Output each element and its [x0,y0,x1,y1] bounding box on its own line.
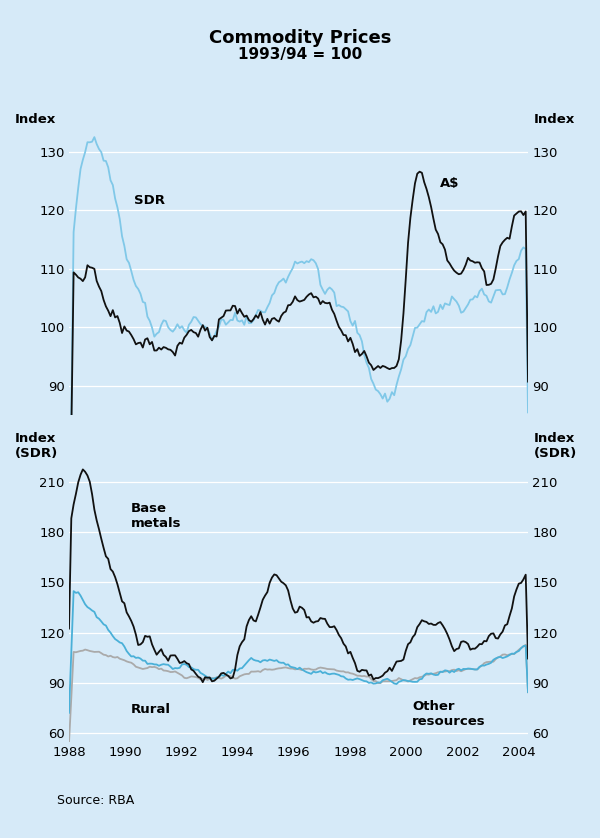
Text: A$: A$ [440,177,460,189]
Text: Index: Index [534,113,575,127]
Text: Commodity Prices: Commodity Prices [209,28,391,47]
Text: SDR: SDR [134,194,164,207]
Text: Rural: Rural [131,703,171,716]
Text: Index: Index [15,113,56,127]
Text: Index
(SDR): Index (SDR) [15,432,58,459]
Text: Other
resources: Other resources [412,700,485,728]
Text: 1993/94 = 100: 1993/94 = 100 [238,47,362,62]
Text: Source: RBA: Source: RBA [57,794,134,807]
Text: Index
(SDR): Index (SDR) [534,432,577,459]
Text: Base
metals: Base metals [131,502,181,530]
